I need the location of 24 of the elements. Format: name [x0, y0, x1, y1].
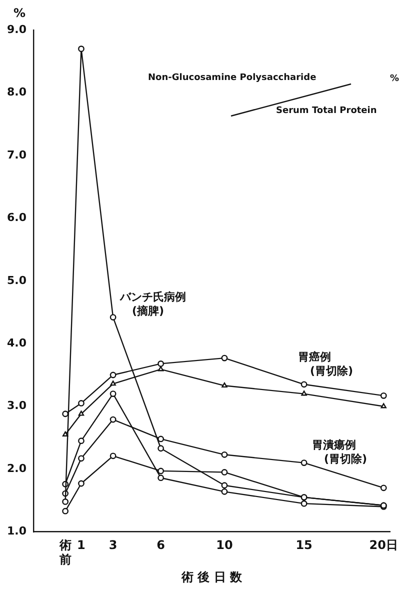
annotation: %: [390, 74, 400, 84]
x-tick-label: 3: [108, 538, 118, 552]
y-tick-label: 8.0: [6, 86, 27, 99]
x-tick-label: 15: [296, 538, 312, 552]
annotation: Non-Glucosamine Polysaccharide: [148, 73, 316, 83]
y-tick-label: 6.0: [6, 211, 27, 224]
y-tick-label: 1.0: [6, 524, 27, 538]
y-tick-label: 7.0: [6, 148, 27, 162]
annotation: Serum Total Protein: [276, 106, 377, 116]
x-tick-label: 20日: [369, 538, 398, 552]
x-tick-label: 6: [156, 538, 165, 552]
annotation: 胃潰瘍例 (胃切除): [312, 438, 368, 466]
x-tick-label: 1: [77, 538, 86, 552]
x-axis-title: 術 後 日 数: [180, 570, 244, 584]
x-tick-label: 10: [216, 538, 233, 552]
y-tick-label: 3.0: [6, 399, 27, 412]
y-axis-title: %: [13, 6, 26, 20]
y-tick-label: 5.0: [6, 274, 27, 287]
y-tick-label: 2.0: [6, 462, 27, 475]
y-tick-label: 9.0: [6, 22, 27, 36]
annotation: 胃癌例 (胃切除): [298, 350, 354, 378]
x-tick-label: 術前: [58, 538, 72, 567]
y-tick-label: 4.0: [6, 336, 27, 350]
annotation: バンチ氏病例 (摘脾): [119, 290, 186, 318]
